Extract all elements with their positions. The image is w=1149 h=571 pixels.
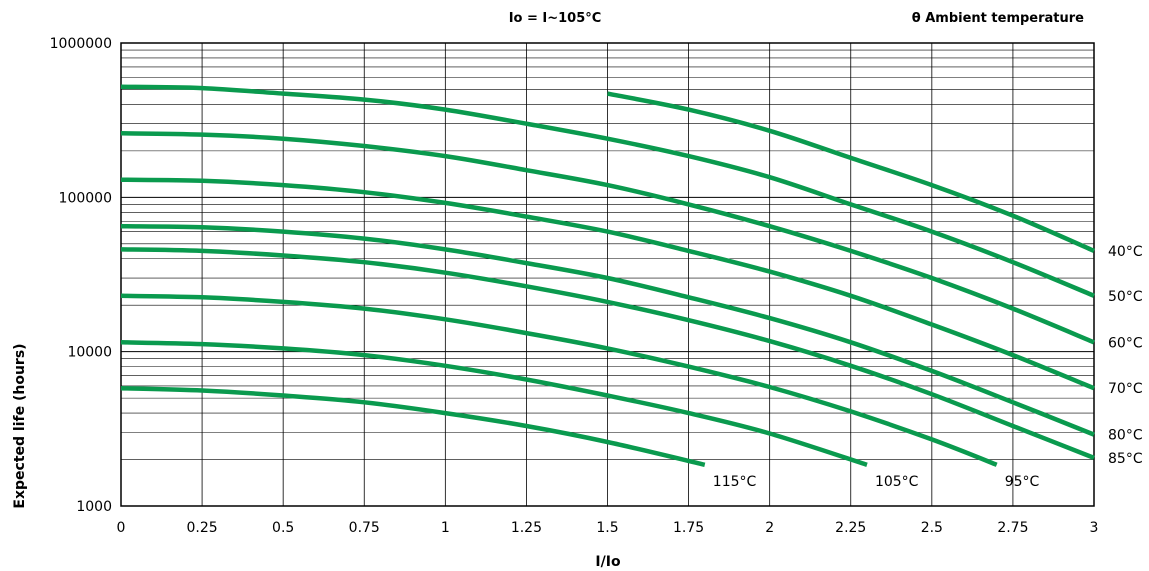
x-tick-label: 0.25 [186, 520, 217, 536]
series-line-70c [120, 177, 1095, 391]
series-line-105c [120, 340, 868, 467]
series-line-85c [120, 247, 1095, 460]
x-tick-label: 3 [1090, 520, 1099, 536]
series-label-95c: 95°C [1005, 474, 1040, 490]
x-tick-label: 0 [117, 520, 126, 536]
legend-title: θ Ambient temperature [912, 11, 1084, 26]
series-line-80c [120, 223, 1095, 437]
x-tick-label: 2 [765, 520, 774, 536]
series-line-50c [120, 84, 1095, 298]
series-line-115c [120, 385, 706, 467]
x-tick-label: 1.75 [673, 520, 704, 536]
series-label-80c: 80°C [1108, 428, 1143, 444]
x-tick-label: 1.25 [511, 520, 542, 536]
x-axis-title: I/Io [595, 554, 621, 570]
y-tick-label: 1000 [76, 499, 112, 515]
series-label-60c: 60°C [1108, 335, 1143, 351]
y-tick-label: 10000 [67, 345, 112, 361]
chart-title: Io = I~105°C [509, 11, 602, 26]
x-tick-label: 0.5 [272, 520, 294, 536]
x-tick-label: 1 [441, 520, 450, 536]
series-label-40c: 40°C [1108, 244, 1143, 260]
series-line-95c [120, 293, 998, 467]
y-tick-label: 100000 [59, 190, 112, 206]
x-tick-label: 2.25 [835, 520, 866, 536]
y-tick-label: 1000000 [50, 36, 112, 52]
grid [120, 43, 1095, 507]
x-tick-labels: 0 0.25 0.5 0.75 1 1.25 1.5 1.75 2 2.25 2.5 2.75 3 [117, 520, 1099, 536]
x-tick-label: 0.75 [349, 520, 380, 536]
series-labels: 40°C 50°C 60°C 70°C 80°C 85°C 95°C 105°C 115°C [713, 244, 1143, 490]
x-tick-label: 2.75 [997, 520, 1028, 536]
x-tick-label: 2.5 [921, 520, 943, 536]
y-tick-labels: 1000 10000 100000 1000000 [50, 36, 112, 515]
series-label-105c: 105°C [875, 474, 919, 490]
series-label-70c: 70°C [1108, 381, 1143, 397]
x-tick-label: 1.5 [596, 520, 618, 536]
series-label-50c: 50°C [1108, 289, 1143, 305]
plot-frame [120, 42, 1095, 507]
y-axis-title: Expected life (hours) [12, 343, 28, 508]
series-lines [120, 84, 1095, 467]
series-line-60c [120, 131, 1095, 345]
series-line-40c [607, 91, 1095, 253]
series-label-85c: 85°C [1108, 451, 1143, 467]
series-label-115c: 115°C [713, 474, 757, 490]
